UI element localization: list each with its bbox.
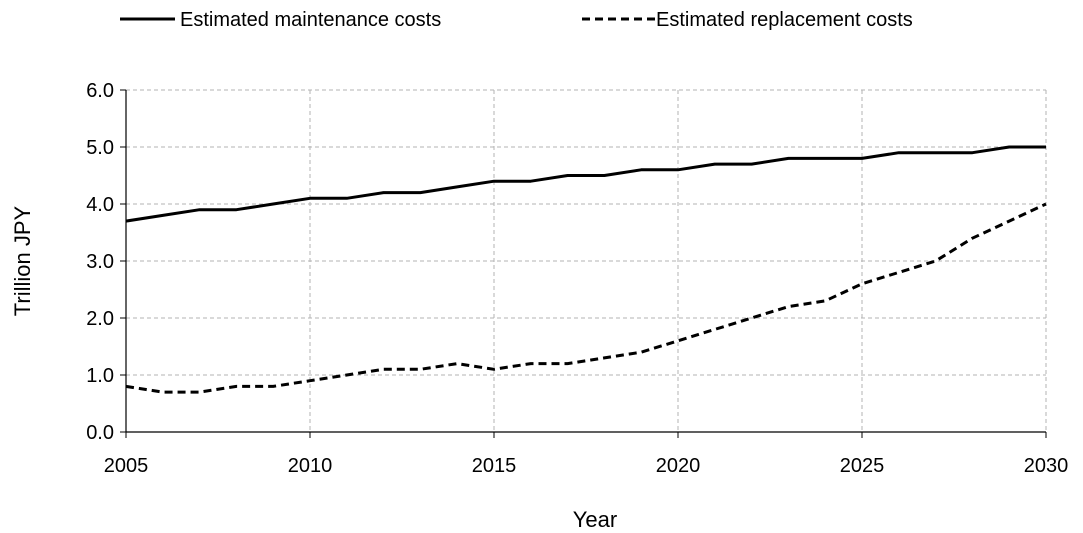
y-tick-label: 6.0 xyxy=(86,80,114,102)
y-tick-label: 4.0 xyxy=(86,194,114,216)
series-line-maintenance-costs xyxy=(125,145,1046,223)
y-tick-label: 0.0 xyxy=(86,422,114,444)
y-tick-label: 3.0 xyxy=(86,251,114,273)
series-line-replacement-costs xyxy=(125,202,1047,394)
x-tick-label: 2010 xyxy=(288,455,333,477)
x-tick-label: 2015 xyxy=(472,455,517,477)
x-tick-labels: 2005 2010 2015 2020 2025 2030 xyxy=(104,455,1069,477)
x-tick-label: 2005 xyxy=(104,455,149,477)
gridlines xyxy=(126,89,1047,432)
y-tick-labels: 0.0 1.0 2.0 3.0 4.0 5.0 6.0 xyxy=(86,80,114,444)
x-tick-label: 2030 xyxy=(1024,455,1069,477)
x-tick-label: 2020 xyxy=(656,455,701,477)
x-tick-label: 2025 xyxy=(840,455,885,477)
legend-label: Estimated replacement costs xyxy=(656,9,913,31)
y-tick-label: 1.0 xyxy=(86,365,114,387)
y-tick-label: 5.0 xyxy=(86,137,114,159)
y-axis-title: Trillion JPY xyxy=(10,205,35,316)
y-tick-label: 2.0 xyxy=(86,308,114,330)
legend-label: Estimated maintenance costs xyxy=(180,9,441,31)
legend: Estimated maintenance costs Estimated rep… xyxy=(120,9,913,31)
x-axis-title: Year xyxy=(573,507,617,532)
axes xyxy=(120,89,1047,438)
series-lines xyxy=(125,145,1047,394)
